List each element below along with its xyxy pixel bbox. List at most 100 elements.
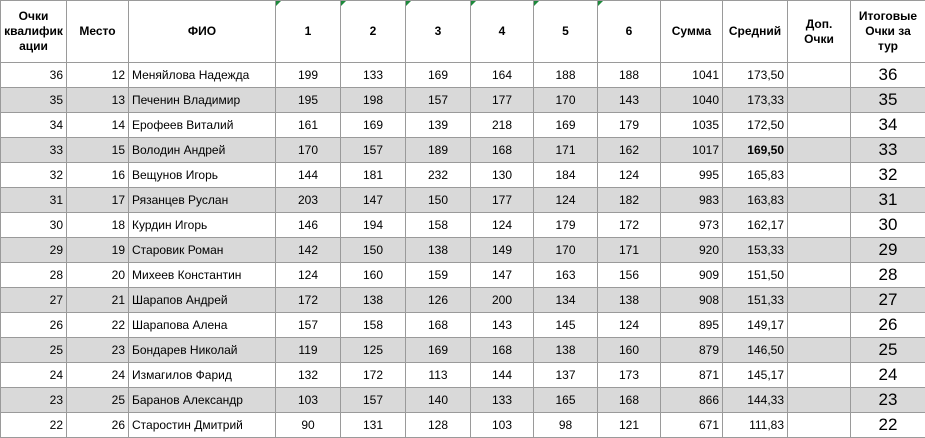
table-cell: 26 <box>0 312 67 338</box>
table-cell: 177 <box>470 187 534 213</box>
table-cell: 142 <box>275 237 341 263</box>
table-row: 23 25 Баранов Александр 103 157 140 133 165 168 8… <box>0 387 925 413</box>
table-cell: 909 <box>660 262 723 288</box>
table-cell: 98 <box>533 412 598 438</box>
table-cell: 165,83 <box>722 162 788 188</box>
table-row: 34 14 Ерофеев Виталий 161 169 139 218 169 179 103… <box>0 112 925 138</box>
table-cell: Михеев Константин <box>128 262 276 288</box>
table-cell: 179 <box>533 212 598 238</box>
table-cell: Старовик Роман <box>128 237 276 263</box>
table-cell: 23 <box>850 387 925 413</box>
table-cell: 171 <box>533 137 598 163</box>
table-cell: 195 <box>275 87 341 113</box>
table-cell: 35 <box>850 87 925 113</box>
header-row: Очки квалификации Место ФИО 1 2 3 4 5 6 Сумма Сред… <box>0 0 925 63</box>
header-cell: Средний <box>722 0 788 63</box>
table-cell: 30 <box>850 212 925 238</box>
header-cell: Доп. Очки <box>787 0 851 63</box>
table-row: 26 22 Шарапова Алена 157 158 168 143 145 124 895 1… <box>0 312 925 338</box>
table-cell: 133 <box>340 62 406 88</box>
empty-cell <box>787 262 851 288</box>
table-cell: 200 <box>470 287 534 313</box>
table-cell: Курдин Игорь <box>128 212 276 238</box>
table-cell: 144,33 <box>722 387 788 413</box>
table-cell: 131 <box>340 412 406 438</box>
table-cell: 33 <box>850 137 925 163</box>
table-row: 33 15 Володин Андрей 170 157 189 168 171 162 1017… <box>0 137 925 163</box>
table-cell: 170 <box>533 87 598 113</box>
table-cell: 33 <box>0 137 67 163</box>
table-cell: 173,50 <box>722 62 788 88</box>
table-row: 27 21 Шарапов Андрей 172 138 126 200 134 138 908 1… <box>0 287 925 313</box>
table-cell: 153,33 <box>722 237 788 263</box>
table-cell: 138 <box>533 337 598 363</box>
table-cell: 17 <box>66 187 129 213</box>
table-cell: 124 <box>470 212 534 238</box>
table-cell: 18 <box>66 212 129 238</box>
table-cell: 173 <box>597 362 661 388</box>
table-cell: 138 <box>340 287 406 313</box>
table-cell: Старостин Дмитрий <box>128 412 276 438</box>
table-cell: 138 <box>405 237 471 263</box>
table-cell: 24 <box>0 362 67 388</box>
table-cell: 218 <box>470 112 534 138</box>
table-cell: 181 <box>340 162 406 188</box>
table-cell: 995 <box>660 162 723 188</box>
table-cell: 164 <box>470 62 534 88</box>
table-cell: 983 <box>660 187 723 213</box>
table-row: 29 19 Старовик Роман 142 150 138 149 170 171 920 1… <box>0 237 925 263</box>
table-cell: 149,17 <box>722 312 788 338</box>
table-cell: 177 <box>470 87 534 113</box>
table-cell: 25 <box>66 387 129 413</box>
table-cell: 203 <box>275 187 341 213</box>
table-cell: 24 <box>850 362 925 388</box>
table-row: 28 20 Михеев Константин 124 160 159 147 163 156 9… <box>0 262 925 288</box>
table-cell: 130 <box>470 162 534 188</box>
table-cell: 32 <box>850 162 925 188</box>
table-row: 25 23 Бондарев Николай 119 125 169 168 138 160 87… <box>0 337 925 363</box>
table-cell: 866 <box>660 387 723 413</box>
table-cell: Володин Андрей <box>128 137 276 163</box>
table-cell: 16 <box>66 162 129 188</box>
table-cell: 184 <box>533 162 598 188</box>
table-row: 36 12 Меняйлова Надежда 199 133 169 164 188 188 1… <box>0 62 925 88</box>
table-cell: 13 <box>66 87 129 113</box>
table-cell: 165 <box>533 387 598 413</box>
table-cell: 160 <box>597 337 661 363</box>
table-cell: 188 <box>533 62 598 88</box>
table-cell: 31 <box>850 187 925 213</box>
table-cell: 920 <box>660 237 723 263</box>
table-cell: 150 <box>405 187 471 213</box>
table-cell: 124 <box>597 312 661 338</box>
empty-cell <box>787 287 851 313</box>
table-cell: 22 <box>0 412 67 438</box>
table-cell: 28 <box>850 262 925 288</box>
table-cell: 26 <box>66 412 129 438</box>
table-cell: 143 <box>597 87 661 113</box>
header-cell: 1 <box>275 0 341 63</box>
table-cell: 12 <box>66 62 129 88</box>
table-cell: 158 <box>340 312 406 338</box>
table-cell: 168 <box>470 137 534 163</box>
table-cell: 157 <box>340 137 406 163</box>
table-cell: Шарапов Андрей <box>128 287 276 313</box>
table-cell: 172 <box>275 287 341 313</box>
table-cell: 168 <box>470 337 534 363</box>
table-cell: 169,50 <box>722 137 788 163</box>
table-cell: 189 <box>405 137 471 163</box>
table-cell: Бондарев Николай <box>128 337 276 363</box>
table-cell: 156 <box>597 262 661 288</box>
table-cell: 30 <box>0 212 67 238</box>
table-cell: 158 <box>405 212 471 238</box>
table-cell: 671 <box>660 412 723 438</box>
empty-cell <box>787 137 851 163</box>
table-cell: 27 <box>850 287 925 313</box>
table-cell: Печенин Владимир <box>128 87 276 113</box>
table-cell: 188 <box>597 62 661 88</box>
table-cell: 169 <box>533 112 598 138</box>
table-cell: 144 <box>275 162 341 188</box>
table-cell: 157 <box>405 87 471 113</box>
table-cell: 147 <box>470 262 534 288</box>
